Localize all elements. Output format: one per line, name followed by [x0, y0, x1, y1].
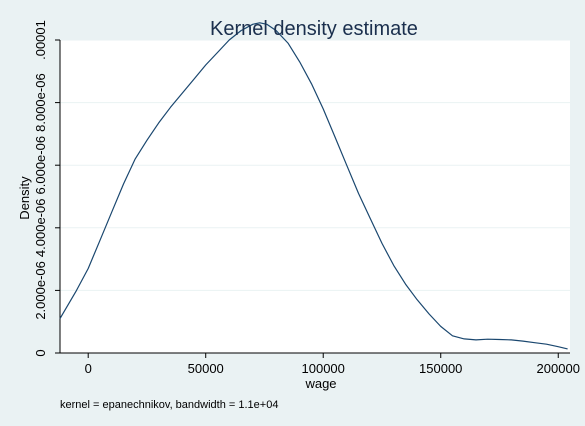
y-tick-label: 8.000e-06: [33, 73, 48, 132]
x-tick-label: 100000: [302, 361, 345, 376]
x-tick-label: 150000: [419, 361, 462, 376]
y-tick-label: 0: [33, 349, 48, 356]
axes: [55, 39, 570, 358]
x-tick-label: 50000: [188, 361, 224, 376]
chart-title: Kernel density estimate: [210, 18, 418, 40]
kernel-note: kernel = epanechnikov, bandwidth = 1.1e+…: [60, 399, 278, 411]
y-tick-label: 2.000e-06: [33, 261, 48, 320]
plot-area: [60, 40, 570, 353]
y-tick-label: 6.000e-06: [33, 136, 48, 195]
tick-labels: 0 50000 100000 150000 200000 0 2.000e-06 4.000e…: [33, 20, 580, 376]
x-axis-title: wage: [304, 376, 336, 391]
series-layer: [59, 22, 568, 350]
density-line: [59, 22, 568, 350]
y-tick-label: .00001: [33, 20, 48, 60]
grid-lines: [60, 39, 570, 291]
x-tick-label: 0: [85, 361, 92, 376]
y-axis-title: Density: [17, 176, 32, 220]
y-tick-label: 4.000e-06: [33, 199, 48, 258]
x-tick-label: 200000: [537, 361, 580, 376]
